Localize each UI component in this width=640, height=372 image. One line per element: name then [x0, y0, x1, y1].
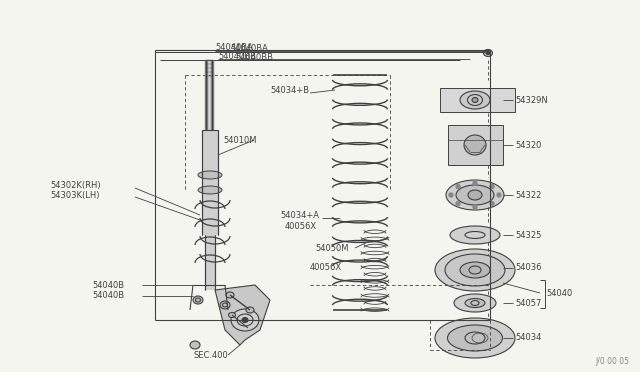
Polygon shape — [215, 285, 270, 345]
Text: 40056X: 40056X — [310, 263, 342, 273]
Text: 54034+B: 54034+B — [270, 86, 309, 94]
Ellipse shape — [228, 312, 236, 317]
Circle shape — [490, 202, 494, 205]
Ellipse shape — [190, 341, 200, 349]
Ellipse shape — [246, 307, 254, 313]
Ellipse shape — [226, 292, 234, 298]
Bar — [448, 125, 503, 165]
Text: 54040: 54040 — [546, 289, 572, 298]
Ellipse shape — [435, 249, 515, 291]
Ellipse shape — [445, 254, 505, 286]
Text: 54036: 54036 — [515, 263, 541, 273]
Text: 54325: 54325 — [515, 231, 541, 240]
Ellipse shape — [460, 262, 490, 278]
Text: 54329N: 54329N — [515, 96, 548, 105]
Text: 54040BA: 54040BA — [215, 42, 253, 51]
Circle shape — [449, 193, 453, 197]
Circle shape — [456, 185, 460, 189]
Ellipse shape — [198, 186, 222, 194]
Circle shape — [473, 205, 477, 209]
Text: 54034+A: 54034+A — [280, 211, 319, 219]
Circle shape — [490, 185, 494, 189]
Ellipse shape — [198, 171, 222, 179]
Text: 54040B: 54040B — [92, 291, 124, 299]
Text: 54040BB: 54040BB — [235, 52, 273, 61]
Text: 54303K(LH): 54303K(LH) — [50, 190, 99, 199]
Text: 54034: 54034 — [515, 334, 541, 343]
Text: 54302K(RH): 54302K(RH) — [50, 180, 100, 189]
Text: J/0 00 05: J/0 00 05 — [595, 357, 629, 366]
Ellipse shape — [454, 294, 496, 312]
Ellipse shape — [472, 97, 478, 103]
Ellipse shape — [435, 318, 515, 358]
Ellipse shape — [456, 185, 494, 205]
Ellipse shape — [460, 91, 490, 109]
Text: 54040BA: 54040BA — [230, 44, 268, 52]
Circle shape — [473, 181, 477, 185]
Text: 54040BB: 54040BB — [218, 51, 256, 61]
Ellipse shape — [242, 317, 248, 323]
Ellipse shape — [446, 180, 504, 210]
Text: 54320: 54320 — [515, 141, 541, 150]
Ellipse shape — [447, 325, 502, 351]
Text: 54050M: 54050M — [315, 244, 349, 253]
Text: 54040B: 54040B — [92, 280, 124, 289]
Text: 54322: 54322 — [515, 190, 541, 199]
Ellipse shape — [465, 298, 485, 308]
Ellipse shape — [450, 226, 500, 244]
Text: SEC.400: SEC.400 — [193, 350, 228, 359]
Bar — [205, 235, 215, 290]
Ellipse shape — [220, 301, 230, 309]
Ellipse shape — [468, 190, 482, 200]
Text: 54010M: 54010M — [223, 135, 257, 144]
Ellipse shape — [483, 49, 493, 57]
Ellipse shape — [231, 309, 259, 331]
Circle shape — [456, 202, 460, 205]
Bar — [440, 88, 515, 112]
Circle shape — [497, 193, 501, 197]
Bar — [202, 130, 218, 235]
Ellipse shape — [193, 296, 203, 304]
Ellipse shape — [486, 51, 490, 55]
Text: 54057: 54057 — [515, 298, 541, 308]
Bar — [206, 60, 212, 130]
Ellipse shape — [464, 135, 486, 155]
Text: 40056X: 40056X — [285, 221, 317, 231]
